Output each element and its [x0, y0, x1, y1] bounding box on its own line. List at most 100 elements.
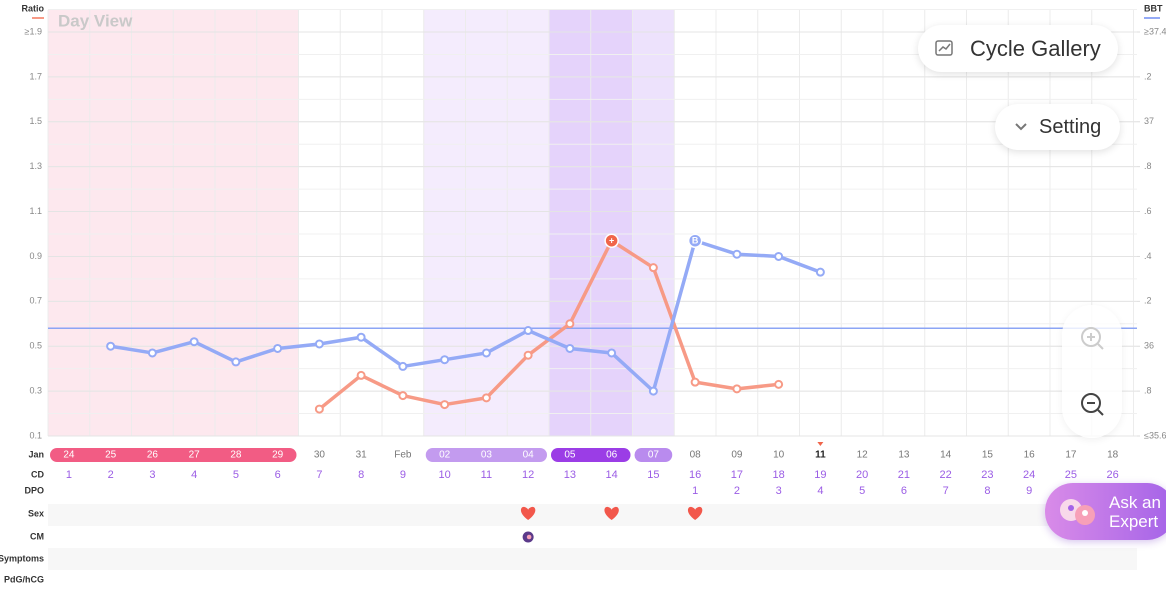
dpo-label: 7 — [943, 485, 949, 497]
today-marker — [817, 442, 824, 446]
data-point — [147, 348, 157, 358]
data-point — [481, 393, 491, 403]
expert-icon — [1060, 498, 1095, 525]
date-pill — [634, 448, 673, 462]
cd-label: 11 — [481, 469, 492, 481]
x-tick-label: 25 — [105, 450, 117, 461]
y-tick-label: 1.7 — [29, 71, 42, 81]
cd-label: 18 — [773, 469, 785, 481]
y-axis-label: Ratio — [22, 3, 45, 13]
x-tick-label: 30 — [314, 450, 326, 461]
background-layer — [47, 9, 1137, 570]
x-tick-label: 27 — [189, 450, 201, 461]
gallery-icon — [935, 39, 953, 56]
date-pill — [50, 448, 297, 462]
x-tick-label: Feb — [394, 450, 412, 461]
cd-label: 12 — [522, 469, 534, 481]
button-label: Setting — [1039, 115, 1102, 138]
data-point — [815, 267, 825, 277]
y-tick-label: 0.5 — [29, 341, 42, 351]
setting-button[interactable]: Setting — [995, 104, 1120, 150]
data-point — [356, 332, 366, 342]
x-tick-label: 10 — [773, 450, 785, 461]
y2-tick-label: 36 — [1144, 341, 1154, 351]
data-point — [607, 348, 617, 358]
data-point — [273, 343, 283, 353]
data-point — [565, 343, 575, 353]
x-tick-label: 28 — [230, 450, 242, 461]
button-label: Expert — [1109, 511, 1159, 531]
cd-label: 14 — [606, 469, 618, 481]
y-tick-label: 0.1 — [29, 430, 42, 440]
ask-expert-button[interactable]: Ask an Expert — [1045, 483, 1166, 540]
series-line — [110, 238, 821, 393]
x-tick-label: 06 — [606, 450, 618, 461]
data-point — [523, 350, 533, 360]
data-point — [523, 326, 533, 336]
y2-tick-label: .6 — [1144, 206, 1152, 216]
data-point — [440, 400, 450, 410]
row-label: Jan — [28, 449, 44, 459]
cd-label: 4 — [191, 469, 197, 481]
sex-heart — [604, 506, 619, 520]
cd-label: 20 — [856, 469, 868, 481]
data-point — [231, 357, 241, 367]
dpo-label: 4 — [817, 485, 823, 497]
cd-label: 15 — [647, 469, 659, 481]
cycle-gallery-button[interactable]: Cycle Gallery — [918, 25, 1118, 72]
cd-label: 17 — [731, 469, 743, 481]
cd-label: 9 — [400, 469, 406, 481]
y-tick-label: 0.3 — [29, 385, 42, 395]
y-tick-label: ≥1.9 — [25, 26, 42, 36]
x-tick-label: 13 — [898, 450, 910, 461]
row-label: Symptoms — [0, 553, 44, 563]
data-point — [356, 370, 366, 380]
x-tick-label: 18 — [1107, 450, 1119, 461]
marker-label: + — [609, 236, 614, 246]
cd-label: 6 — [275, 469, 281, 481]
dpo-label: 2 — [734, 485, 740, 497]
x-tick-label: 29 — [272, 450, 284, 461]
date-pill — [551, 448, 631, 462]
zoom-out[interactable] — [1081, 393, 1104, 416]
data-point — [774, 379, 784, 389]
y2-tick-label: 37 — [1144, 116, 1154, 126]
cd-label: 22 — [940, 469, 952, 481]
x-tick-label: 05 — [564, 450, 576, 461]
phase-shade — [423, 10, 549, 436]
row-band — [48, 504, 1137, 526]
x-tick-label: 09 — [731, 450, 743, 461]
sex-heart — [520, 506, 536, 520]
data-point — [314, 404, 324, 414]
x-tick-label: 15 — [982, 450, 994, 461]
button-label: Ask an — [1109, 492, 1161, 512]
y2-tick-label: .8 — [1144, 385, 1152, 395]
x-tick-label: 07 — [648, 450, 660, 461]
x-tick-label: 08 — [690, 450, 702, 461]
cd-label: 3 — [149, 469, 155, 481]
y2-tick-label: .8 — [1144, 161, 1152, 171]
zoom-in[interactable] — [1081, 327, 1104, 350]
y2-tick-label: ≤35.6 — [1144, 430, 1166, 440]
row-label: Sex — [28, 508, 44, 518]
cd-label: 13 — [564, 469, 576, 481]
button-label: Cycle Gallery — [970, 35, 1101, 61]
chevron-icon — [1015, 123, 1027, 131]
dpo-label: 6 — [901, 485, 907, 497]
data-point — [690, 377, 700, 387]
data-point — [189, 337, 199, 347]
data-point — [481, 348, 491, 358]
zoom-panel — [1062, 305, 1122, 438]
data-point — [398, 391, 408, 401]
row-label: PdG/hCG — [4, 574, 44, 584]
data-point — [565, 319, 575, 329]
x-tick-label: 17 — [1065, 450, 1077, 461]
dpo-label: 5 — [859, 485, 865, 497]
y2-tick-label: .2 — [1144, 71, 1152, 81]
y2-tick-label: .2 — [1144, 296, 1152, 306]
cd-label: 5 — [233, 469, 239, 481]
row-label: DPO — [24, 485, 44, 495]
row-label: CD — [31, 469, 44, 479]
cd-label: 21 — [898, 469, 910, 481]
